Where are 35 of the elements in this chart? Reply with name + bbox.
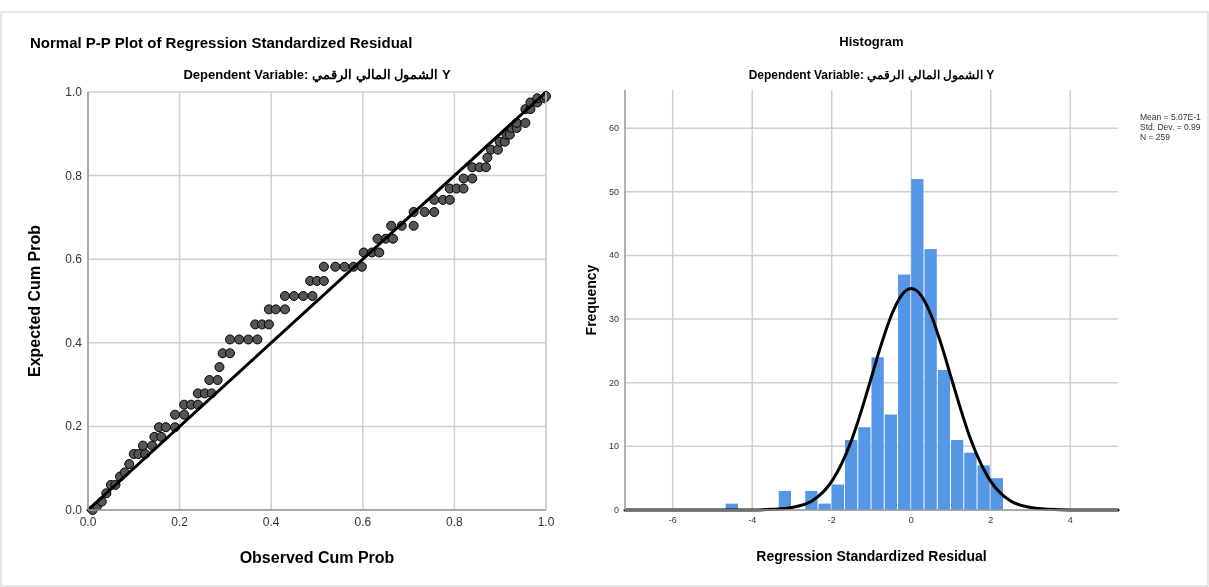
x-tick-label: -6	[668, 515, 677, 525]
x-tick-label: -4	[748, 515, 757, 525]
y-tick-label: 40	[608, 250, 619, 261]
y-tick-label: 0	[613, 505, 619, 515]
y-tick-label: 20	[608, 377, 619, 388]
y-axis-title: Frequency	[583, 264, 599, 336]
x-tick-label: 0.4	[262, 515, 280, 529]
chart-title: Normal P-P Plot of Regression Standardized Residual	[30, 34, 413, 51]
x-tick-label: 0	[908, 515, 914, 525]
x-tick-label: -2	[827, 515, 836, 525]
x-tick-label: 0.2	[171, 515, 189, 529]
y-tick-label: 1.0	[65, 85, 83, 99]
y-tick-label: 10	[608, 441, 619, 452]
x-tick-label: 1.0	[537, 515, 555, 529]
x-tick-label: 0.8	[446, 515, 464, 529]
text: N = 259	[1140, 132, 1171, 142]
y-tick-label: 30	[608, 314, 619, 325]
y-tick-label: 0.8	[65, 168, 83, 183]
chart-title: Histogram	[839, 34, 904, 49]
y-tick-label: 50	[608, 186, 619, 197]
text: Mean = 5.07E-1	[1140, 112, 1201, 122]
x-axis-title: Observed Cum Prob	[239, 549, 395, 566]
y-axis-title: Expected Cum Prob	[26, 224, 43, 378]
x-axis-title: Regression Standardized Residual	[756, 548, 987, 564]
chart-subtitle: Dependent Variable: الشمول المالي الرقمي Y	[748, 68, 995, 83]
y-tick-label: 0.2	[65, 419, 83, 434]
y-tick-label: 0.6	[65, 252, 83, 267]
x-tick-label: 0.0	[79, 515, 97, 529]
chart-subtitle: Dependent Variable: الشمول المالي الرقمي Y	[183, 67, 451, 83]
y-tick-label: 60	[608, 123, 619, 134]
x-tick-label: 4	[1067, 515, 1073, 525]
x-tick-label: 0.6	[354, 515, 372, 529]
y-tick-label: 0.4	[65, 335, 83, 350]
text: Std. Dev. = 0.99	[1140, 122, 1201, 132]
x-tick-label: 2	[988, 515, 994, 525]
